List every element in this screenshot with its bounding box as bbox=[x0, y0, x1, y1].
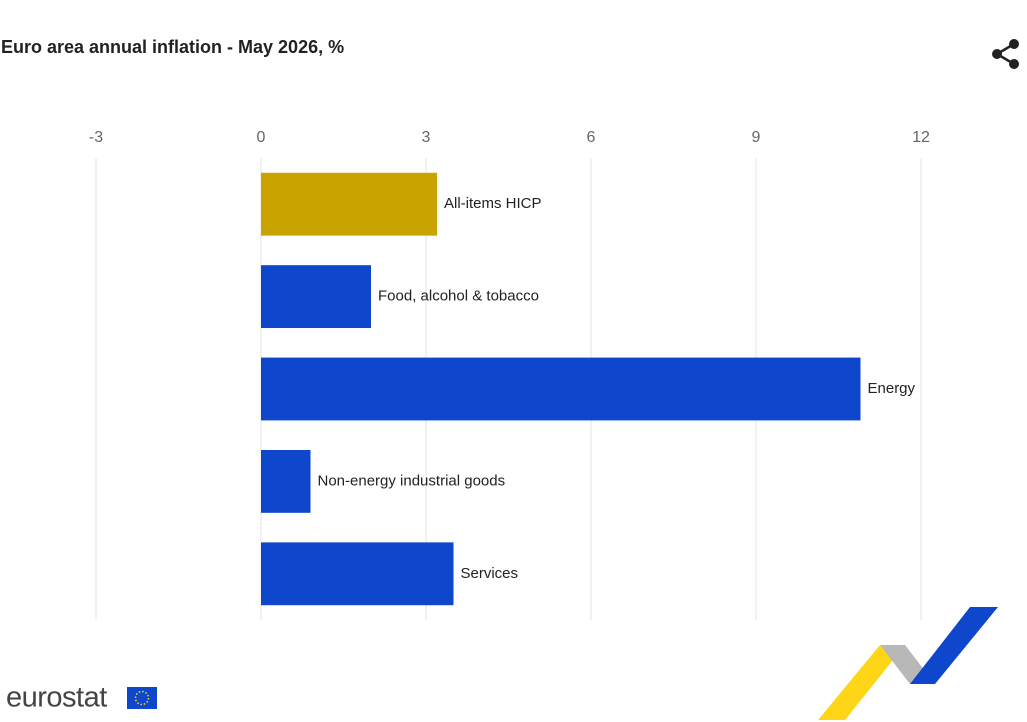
category-label: Food, alcohol & tobacco bbox=[378, 288, 539, 305]
category-label: All-items HICP bbox=[444, 195, 542, 212]
bar bbox=[261, 172, 437, 236]
decoration bbox=[818, 607, 998, 720]
x-tick-label: 9 bbox=[752, 129, 761, 146]
bar bbox=[261, 449, 311, 513]
x-tick-label: 12 bbox=[912, 129, 930, 146]
x-tick-label: 3 bbox=[422, 129, 431, 146]
x-tick-label: 6 bbox=[587, 129, 596, 146]
x-tick-label: 0 bbox=[257, 129, 266, 146]
bar bbox=[261, 357, 861, 421]
bar bbox=[261, 265, 371, 329]
logo-text: eurostat bbox=[6, 682, 107, 714]
chart-title: Euro area annual inflation - May 2026, % bbox=[1, 37, 344, 57]
category-label: Non-energy industrial goods bbox=[318, 472, 506, 489]
bar bbox=[261, 542, 454, 606]
eu-flag bbox=[127, 687, 157, 709]
x-tick-label: -3 bbox=[89, 129, 103, 146]
category-label: Energy bbox=[868, 380, 916, 397]
share-button[interactable] bbox=[992, 39, 1019, 69]
category-label: Services bbox=[461, 565, 519, 582]
